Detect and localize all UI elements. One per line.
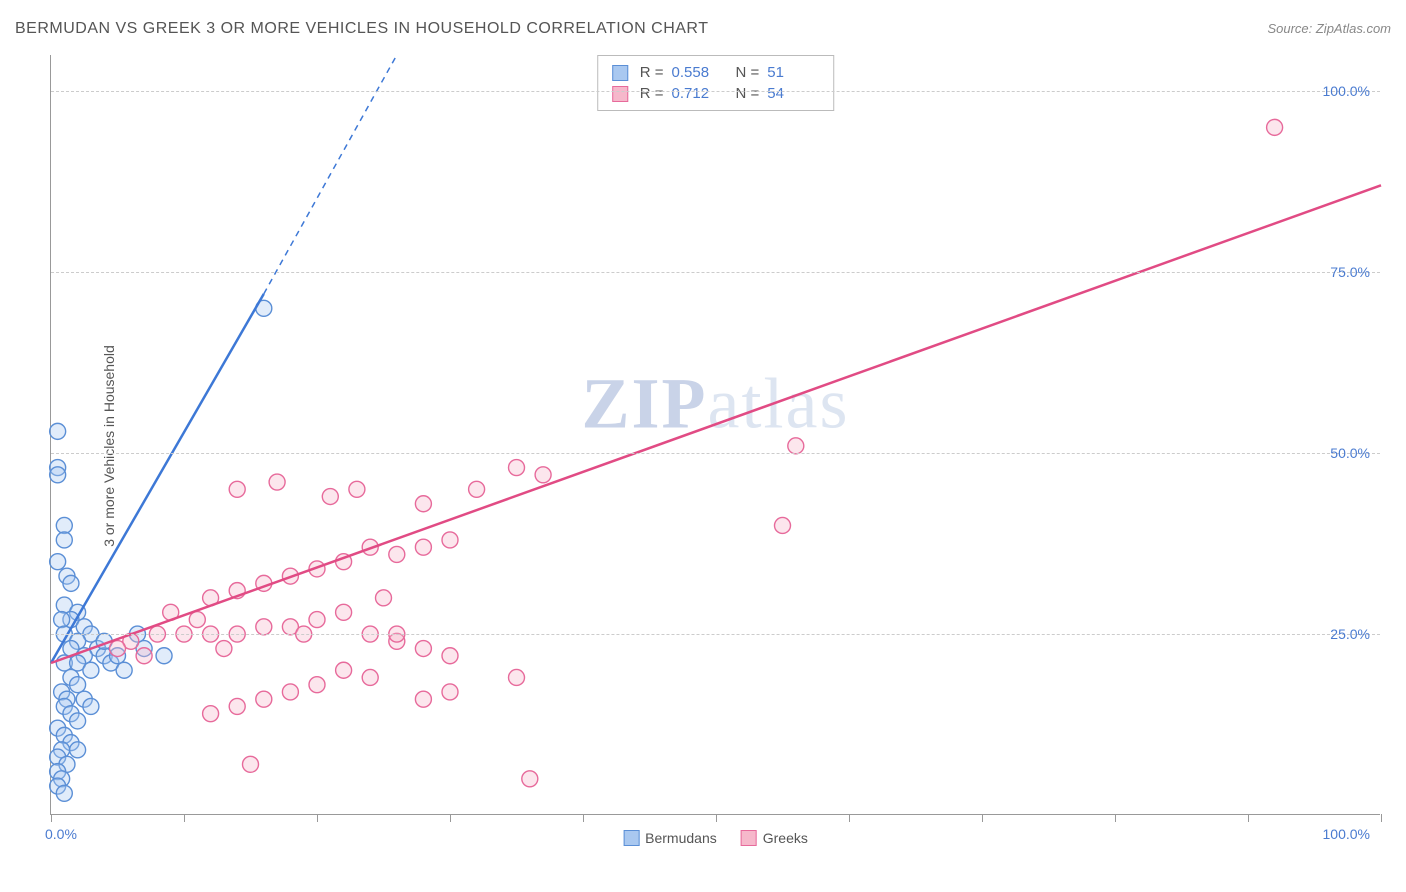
stat-n-label: N = [736,85,760,102]
stat-n-value-1: 54 [767,85,819,102]
y-tick-label: 50.0% [1330,445,1370,461]
swatch-bermudans [612,65,628,81]
chart-title: BERMUDAN VS GREEK 3 OR MORE VEHICLES IN … [15,20,708,38]
legend-swatch-greeks [741,830,757,846]
stats-row-0: R = 0.558 N = 51 [612,62,820,83]
chart-plot-area: ZIPatlas R = 0.558 N = 51 R = 0.712 N = … [50,55,1380,815]
x-tick-label-0: 0.0% [45,826,77,842]
stats-legend-box: R = 0.558 N = 51 R = 0.712 N = 54 [597,55,835,111]
legend-label-bermudans: Bermudans [645,830,717,846]
stat-r-label: R = [640,85,664,102]
stat-n-value-0: 51 [767,64,819,81]
scatter-svg [51,55,1380,814]
stats-row-1: R = 0.712 N = 54 [612,83,820,104]
stat-r-value-1: 0.712 [672,85,724,102]
y-tick-label: 25.0% [1330,626,1370,642]
swatch-greeks [612,86,628,102]
stat-r-value-0: 0.558 [672,64,724,81]
x-tick-label-100: 100.0% [1323,826,1370,842]
stat-n-label: N = [736,64,760,81]
chart-source: Source: ZipAtlas.com [1267,21,1391,36]
y-tick-label: 100.0% [1323,83,1370,99]
legend-swatch-bermudans [623,830,639,846]
stat-r-label: R = [640,64,664,81]
bottom-legend: Bermudans Greeks [623,830,808,846]
legend-item-bermudans: Bermudans [623,830,717,846]
legend-label-greeks: Greeks [763,830,808,846]
y-tick-label: 75.0% [1330,264,1370,280]
legend-item-greeks: Greeks [741,830,808,846]
